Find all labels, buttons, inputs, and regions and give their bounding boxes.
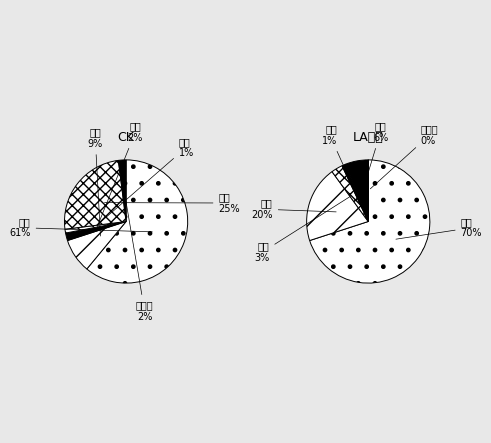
Text: 醇类
2%: 醇类 2% — [97, 121, 143, 226]
Text: 酯类
61%: 酯类 61% — [9, 217, 152, 238]
Text: 杂环类
0%: 杂环类 0% — [370, 124, 438, 189]
Wedge shape — [66, 222, 126, 241]
Wedge shape — [346, 160, 368, 222]
Wedge shape — [310, 160, 430, 283]
Text: 烯烃
25%: 烯烃 25% — [105, 192, 240, 214]
Text: 烯烃
6%: 烯烃 6% — [363, 121, 388, 189]
Wedge shape — [64, 160, 126, 229]
Title: CK: CK — [118, 132, 135, 144]
Text: 烃类
9%: 烃类 9% — [88, 128, 103, 236]
Wedge shape — [332, 166, 368, 222]
Text: 酮类
1%: 酮类 1% — [98, 137, 194, 225]
Text: 酯类
70%: 酯类 70% — [396, 217, 482, 239]
Wedge shape — [65, 222, 126, 233]
Wedge shape — [118, 160, 126, 222]
Title: LA处理: LA处理 — [353, 132, 383, 144]
Text: 酮类
1%: 酮类 1% — [322, 124, 355, 190]
Text: 醇类
20%: 醇类 20% — [251, 198, 336, 220]
Wedge shape — [307, 171, 368, 241]
Wedge shape — [87, 160, 188, 283]
Wedge shape — [342, 164, 368, 222]
Text: 杂环类
2%: 杂环类 2% — [125, 194, 153, 322]
Wedge shape — [67, 222, 126, 269]
Text: 醛类
3%: 醛类 3% — [254, 197, 350, 263]
